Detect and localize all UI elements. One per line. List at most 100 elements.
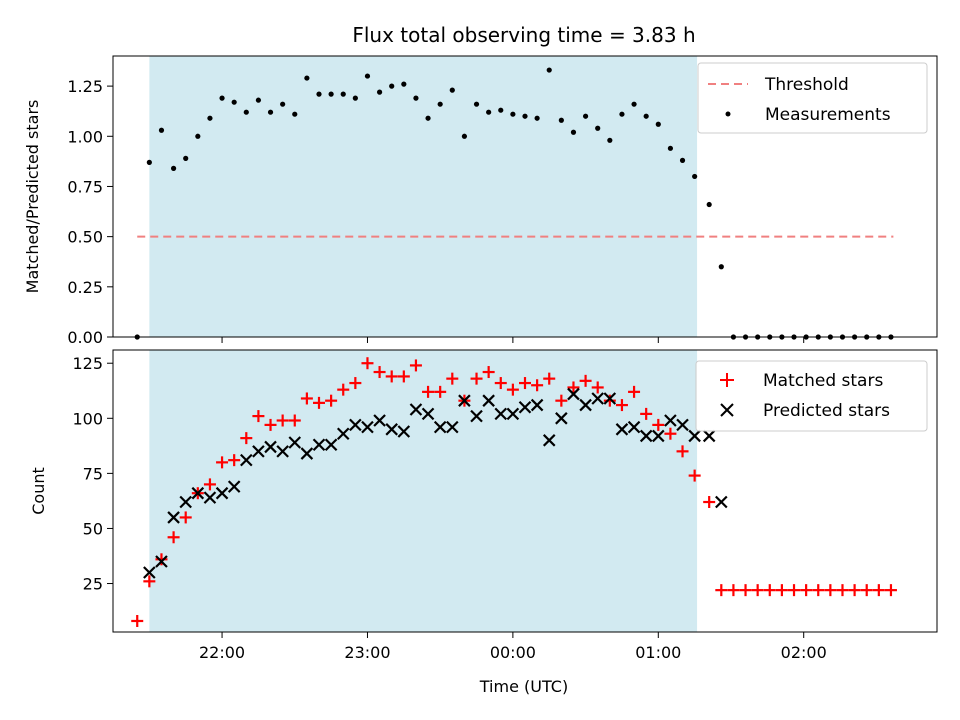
predicted-star-point <box>300 447 314 460</box>
bottom-y-axis: 25 50 75 100 125 <box>72 354 113 594</box>
measurement-point <box>183 155 189 161</box>
predicted-star-point <box>421 407 435 421</box>
matched-star-point <box>131 614 144 627</box>
threshold-legend-label: Threshold <box>764 75 849 95</box>
measurement-point <box>352 95 358 101</box>
y-tick-label: 1.25 <box>67 77 103 96</box>
predicted-star-point <box>664 414 677 427</box>
predicted-star-point <box>530 398 544 412</box>
matched-star-point <box>155 553 168 566</box>
predicted-legend-swatch <box>720 403 734 417</box>
matched-star-point <box>615 399 628 412</box>
predicted-star-point <box>288 436 302 449</box>
top-legend-box <box>697 62 928 134</box>
measurement-point <box>219 95 225 101</box>
top-legend: Threshold Measurements <box>697 62 928 134</box>
measurement-point <box>207 115 213 121</box>
matched-star-point <box>860 584 873 597</box>
predicted-star-point <box>482 394 495 407</box>
predicted-star-point <box>688 429 701 443</box>
predicted-star-point <box>361 420 374 434</box>
predicted-star-point <box>639 429 653 443</box>
predicted-star-point <box>264 440 277 454</box>
y-tick-label: 0.75 <box>67 177 103 196</box>
matched-star-point <box>664 427 677 440</box>
matched-star-point <box>555 394 568 407</box>
measurement-point <box>401 81 407 87</box>
matched-star-point <box>739 584 752 597</box>
matched-star-point <box>848 584 861 597</box>
measurement-point <box>340 91 346 97</box>
predicted-star-point <box>312 438 326 452</box>
matched-star-point <box>800 584 813 597</box>
matched-star-point <box>543 372 556 385</box>
matched-star-point <box>751 584 764 597</box>
matched-star-point <box>824 584 837 597</box>
matched-star-point <box>579 374 592 387</box>
measurement-point <box>498 107 504 113</box>
matched-star-point <box>409 359 422 372</box>
predicted-star-point <box>324 438 338 452</box>
predicted-star-point <box>446 420 459 434</box>
predicted-star-point <box>240 453 253 467</box>
matched-star-point <box>531 379 544 392</box>
matched-star-point <box>567 381 580 394</box>
matched-star-point <box>228 454 241 467</box>
matched-star-point <box>688 469 701 482</box>
matched-star-point <box>603 394 616 407</box>
measurement-point <box>679 157 686 163</box>
y-tick-label: 0.00 <box>67 328 103 347</box>
predicted-star-point <box>276 445 289 458</box>
measurement-point <box>449 87 455 93</box>
bottom-x-axis: 22:00 23:00 00:00 01:00 02:00 <box>199 632 827 662</box>
measurement-point <box>595 125 601 131</box>
matched-star-point <box>788 584 801 597</box>
matched-star-point <box>434 385 447 398</box>
bottom-panel: 25 50 75 100 125 22:00 23:00 00:00 01:00 02:00 C… <box>29 349 938 696</box>
measurement-point <box>292 111 298 117</box>
measurements-series <box>134 67 894 340</box>
bottom-legend-box <box>695 360 928 432</box>
matched-star-point <box>715 584 728 597</box>
measurement-point <box>461 133 468 139</box>
measurement-point <box>231 99 237 105</box>
measurement-point <box>413 95 419 101</box>
matched-star-point <box>385 370 398 383</box>
predicted-star-point <box>409 403 423 416</box>
matched-star-point <box>519 377 531 390</box>
predicted-star-point <box>676 418 689 432</box>
matched-star-point <box>763 584 776 597</box>
matched-star-point <box>812 584 825 597</box>
predicted-star-point <box>191 486 205 500</box>
matched-star-point <box>276 414 289 427</box>
chart-title: Flux total observing time = 3.83 h <box>352 23 695 47</box>
measurement-point <box>389 83 395 89</box>
predicted-star-point <box>167 511 180 524</box>
matched-star-point <box>775 584 788 597</box>
x-tick-label: 23:00 <box>344 643 390 662</box>
predicted-star-point <box>397 425 411 438</box>
y-tick-label: 0.50 <box>67 228 103 247</box>
y-tick-label: 125 <box>72 354 103 373</box>
measurement-point <box>631 101 637 107</box>
top-y-axis-label: Matched/Predicted stars <box>23 100 42 294</box>
predicted-star-point <box>542 434 556 447</box>
measurement-point <box>280 101 286 107</box>
measurement-point <box>316 91 322 97</box>
measurement-point <box>243 109 249 115</box>
measurements-legend-label: Measurements <box>765 105 891 125</box>
predicted-star-point <box>215 486 229 500</box>
predicted-star-point <box>603 392 617 405</box>
matched-star-point <box>313 396 325 409</box>
top-y-axis: 0.00 0.25 0.50 0.75 1.00 1.25 <box>67 77 113 347</box>
matched-star-point <box>179 511 192 524</box>
measurement-point <box>718 264 724 270</box>
matched-star-point <box>349 377 362 390</box>
measurement-point <box>619 111 625 117</box>
predicted-star-point <box>179 495 192 509</box>
predicted-star-point <box>715 495 728 509</box>
predicted-star-point <box>579 398 592 412</box>
measurement-point <box>364 73 371 79</box>
matched-star-point <box>288 414 301 427</box>
